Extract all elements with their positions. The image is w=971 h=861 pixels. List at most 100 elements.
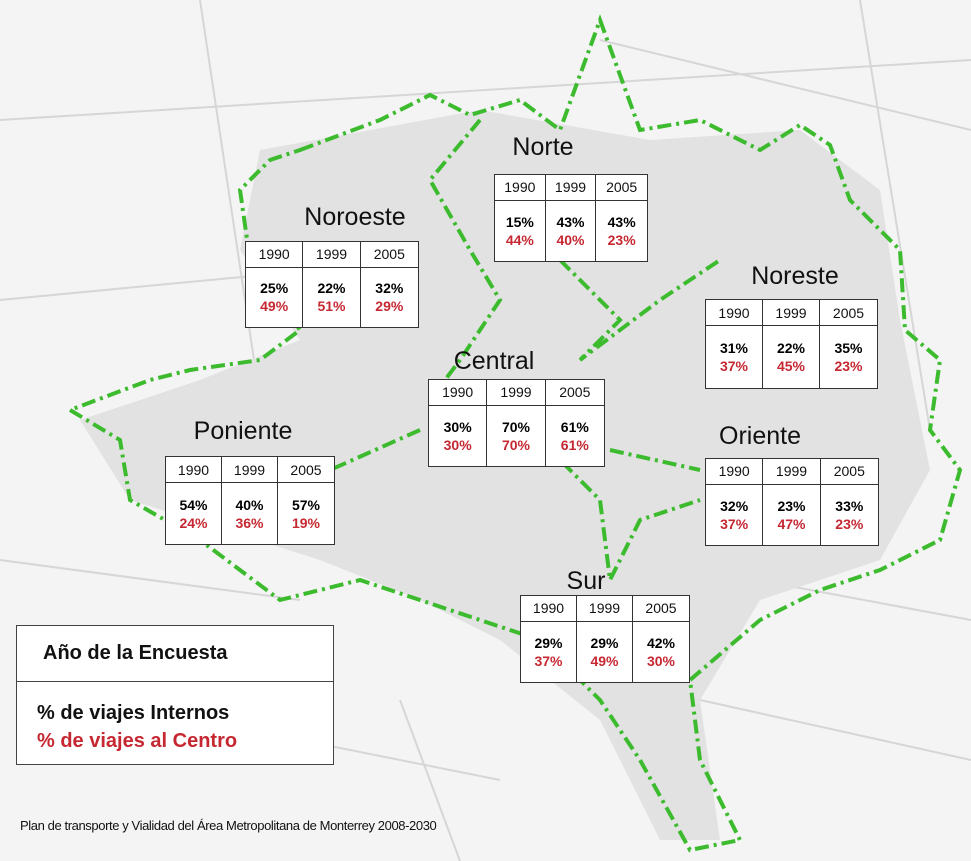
value-cell: 57% 19%	[278, 483, 334, 544]
value-cell: 43% 40%	[546, 200, 597, 261]
internos-value: 15%	[505, 213, 534, 230]
centro-value: 70%	[501, 436, 530, 453]
internos-value: 54%	[179, 496, 208, 513]
centro-value: 23%	[834, 358, 863, 375]
value-cell: 42% 30%	[633, 622, 689, 682]
value-cell: 30% 30%	[429, 405, 488, 466]
value-cell: 32% 37%	[706, 484, 764, 545]
region-table: 1990 1999 2005 15% 44% 43% 40% 43% 23%	[494, 174, 648, 262]
year-header: 2005	[596, 175, 647, 201]
year-header: 2005	[633, 596, 689, 622]
internos-value: 43%	[556, 213, 585, 230]
region-name: Oriente	[719, 422, 801, 450]
value-cell: 25% 49%	[246, 267, 304, 327]
centro-value: 40%	[556, 231, 585, 248]
region-name: Noroeste	[304, 203, 406, 231]
internos-value: 42%	[646, 634, 676, 651]
region-table: 1990 1999 2005 31% 37% 22% 45% 35% 23%	[705, 299, 878, 389]
internos-value: 32%	[375, 280, 404, 297]
legend: Año de la Encuesta % de viajes Internos …	[16, 625, 334, 765]
centro-value: 51%	[317, 298, 346, 315]
value-cell: 35% 23%	[820, 326, 877, 388]
year-header: 1990	[706, 300, 763, 327]
value-cell: 29% 37%	[521, 621, 577, 682]
year-header: 2005	[820, 300, 877, 327]
year-header: 1990	[521, 596, 577, 622]
value-cell: 23% 47%	[763, 484, 821, 545]
region-table: 1990 1999 2005 25% 49% 22% 51% 32% 29%	[245, 241, 419, 328]
centro-value: 44%	[505, 231, 534, 248]
value-cell: 31% 37%	[706, 326, 763, 388]
centro-value: 23%	[607, 231, 636, 248]
centro-value: 30%	[443, 436, 472, 453]
region-name: Noreste	[751, 262, 839, 290]
region-name: Poniente	[193, 417, 293, 445]
internos-value: 57%	[291, 496, 321, 513]
internos-value: 70%	[501, 418, 530, 435]
internos-value: 25%	[260, 280, 289, 297]
centro-value: 49%	[590, 652, 619, 669]
internos-value: 40%	[235, 496, 264, 513]
internos-value: 31%	[719, 340, 749, 357]
region-table: 1990 1999 2005 30% 30% 70% 70% 61% 61%	[428, 379, 605, 467]
value-cell: 33% 23%	[821, 485, 878, 545]
internos-value: 35%	[834, 340, 863, 357]
region-name: Norte	[512, 133, 574, 161]
centro-value: 37%	[534, 652, 563, 669]
internos-value: 29%	[590, 634, 619, 651]
centro-value: 47%	[777, 515, 806, 532]
region-table: 1990 1999 2005 32% 37% 23% 47% 33% 23%	[705, 458, 879, 546]
centro-value: 36%	[235, 514, 264, 531]
centro-value: 29%	[375, 298, 404, 315]
year-header: 1990	[706, 459, 764, 485]
centro-value: 61%	[560, 436, 589, 453]
internos-value: 29%	[534, 634, 563, 651]
value-cell: 40% 36%	[222, 483, 278, 544]
legend-internos: % de viajes Internos	[37, 702, 230, 724]
year-header: 1990	[246, 242, 304, 268]
region-table: 1990 1999 2005 54% 24% 40% 36% 57% 19%	[165, 456, 335, 545]
year-header: 1999	[545, 175, 597, 201]
region-table: 1990 1999 2005 29% 37% 29% 49% 42% 30%	[520, 595, 690, 683]
centro-value: 49%	[260, 298, 289, 315]
internos-value: 61%	[560, 418, 589, 435]
centro-value: 19%	[291, 514, 321, 531]
internos-value: 32%	[720, 497, 749, 514]
internos-value: 22%	[317, 280, 346, 297]
centro-value: 24%	[179, 514, 208, 531]
value-cell: 29% 49%	[577, 621, 633, 682]
legend-title: Año de la Encuesta	[43, 642, 228, 664]
value-cell: 22% 45%	[763, 326, 820, 388]
year-header: 1999	[763, 300, 820, 327]
region-name: Sur	[566, 567, 606, 595]
year-header: 1999	[763, 459, 821, 485]
source-note: Plan de transporte y Vialidad del Área M…	[20, 818, 437, 833]
centro-value: 37%	[719, 358, 749, 375]
year-header: 1999	[303, 242, 361, 268]
value-cell: 43% 23%	[596, 201, 647, 261]
value-cell: 54% 24%	[166, 483, 222, 544]
value-cell: 15% 44%	[495, 200, 546, 261]
internos-value: 33%	[835, 497, 864, 514]
internos-value: 22%	[776, 340, 806, 357]
legend-divider	[17, 681, 333, 682]
year-header: 1990	[429, 380, 488, 406]
year-header: 2005	[820, 459, 878, 485]
value-cell: 70% 70%	[487, 405, 546, 466]
year-header: 1999	[222, 457, 278, 484]
year-header: 1990	[166, 457, 222, 484]
centro-value: 45%	[776, 358, 806, 375]
year-header: 1999	[487, 380, 546, 406]
value-cell: 22% 51%	[303, 267, 361, 327]
value-cell: 32% 29%	[361, 268, 418, 328]
region-name: Central	[453, 347, 535, 375]
value-cell: 61% 61%	[546, 406, 604, 466]
internos-value: 30%	[443, 418, 472, 435]
year-header: 2005	[360, 242, 418, 268]
legend-centro: % de viajes al Centro	[37, 730, 238, 752]
year-header: 2005	[278, 457, 334, 484]
internos-value: 43%	[607, 213, 636, 230]
centro-value: 23%	[835, 515, 864, 532]
year-header: 1999	[577, 596, 633, 622]
